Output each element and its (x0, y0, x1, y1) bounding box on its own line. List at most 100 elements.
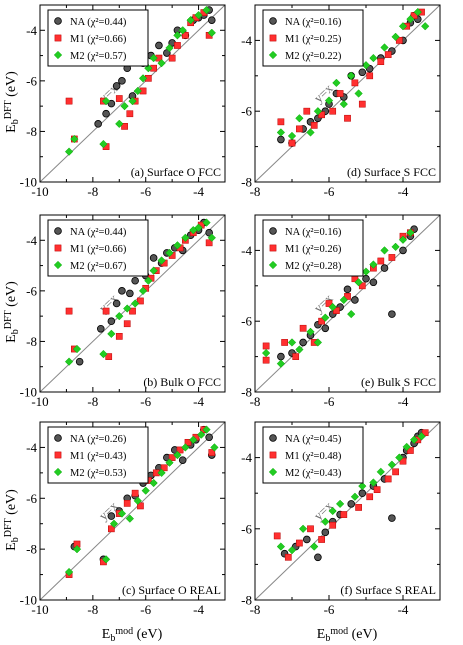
legend-label-m1: M1 (χ²=0.26) (285, 244, 342, 255)
data-point-m1 (388, 254, 396, 261)
data-point-m2 (133, 86, 142, 96)
data-point-m2 (295, 345, 304, 354)
data-point-na (277, 352, 285, 361)
data-point-na (277, 135, 285, 144)
legend: NA (χ²=0.16) M1 (χ²=0.26) M2 (χ²=0.28) (262, 219, 364, 277)
data-point-m2 (165, 248, 174, 258)
data-point-m1 (407, 447, 414, 454)
data-point-m2 (313, 107, 323, 116)
data-point-m2 (398, 235, 408, 244)
legend-marker-m2 (268, 260, 278, 270)
data-point-m2 (202, 218, 211, 227)
data-point-m2 (298, 524, 308, 533)
data-point-m1 (65, 307, 73, 315)
x-tick-label: -4 (398, 394, 409, 409)
data-point-m1 (366, 72, 374, 80)
legend-label-m1: M1 (χ²=0.66) (70, 244, 127, 255)
data-point-m2 (339, 295, 348, 305)
data-point-m2 (380, 246, 389, 255)
data-point-m2 (186, 16, 195, 25)
data-point-m1 (137, 502, 144, 510)
data-point-m1 (358, 100, 366, 108)
data-point-m1 (284, 553, 292, 561)
data-point-m2 (202, 5, 211, 15)
y-tick-label: -4 (241, 33, 252, 48)
data-point-m2 (128, 96, 137, 106)
panel-1: y=x-10 -8 -6 -4-10-8-6-4NA (χ²=0.44)M1 (χ²=… (20, 4, 226, 199)
data-point-m2 (395, 453, 404, 462)
legend-label-m2: M2 (χ²=0.28) (285, 261, 342, 272)
x-tick-label: -6 (140, 184, 151, 199)
legend-label-m2: M2 (χ²=0.53) (70, 468, 127, 479)
data-point-m1 (340, 511, 348, 518)
data-point-m1 (299, 324, 307, 332)
data-point-m2 (369, 478, 378, 487)
data-point-m1 (373, 486, 381, 493)
data-point-m2 (157, 256, 166, 265)
panel-label: (c) Surface O REAL (122, 583, 221, 597)
legend-marker-m1 (269, 34, 277, 42)
data-point-m2 (276, 359, 286, 368)
legend-label-m2: M2 (χ²=0.43) (285, 468, 342, 479)
legend-marker-na (269, 17, 277, 25)
legend-marker-m1 (54, 244, 62, 252)
legend-label-na: NA (χ²=0.16) (285, 227, 342, 238)
legend-box (47, 426, 149, 484)
data-point-m2 (287, 338, 297, 347)
x-axis-title-left: Ebmod (eV) (102, 626, 163, 645)
legend-label-m2: M2 (χ²=0.57) (70, 51, 127, 62)
data-point-m2 (210, 443, 219, 452)
data-point-m1 (351, 79, 359, 87)
data-point-m2 (332, 78, 341, 88)
data-point-m1 (392, 468, 399, 476)
data-point-m2 (115, 119, 124, 128)
data-point-m2 (173, 241, 182, 250)
data-point-m2 (149, 478, 158, 488)
x-tick-label: -4 (193, 184, 204, 199)
data-point-m2 (391, 242, 400, 252)
data-point-m1 (303, 107, 311, 115)
data-point-m1 (288, 139, 296, 147)
legend-marker-m2 (53, 50, 63, 60)
data-point-m2 (391, 32, 400, 42)
data-point-m2 (181, 233, 190, 242)
legend-marker-m2 (53, 467, 63, 477)
data-point-m1 (184, 438, 192, 446)
data-point-m1 (336, 90, 344, 97)
legend-marker-m2 (53, 260, 63, 270)
data-point-m2 (107, 329, 116, 338)
data-point-m2 (358, 481, 367, 491)
data-point-m1 (421, 429, 429, 437)
data-point-na (155, 41, 163, 50)
panels: y=x -10 -8 -6 -4 -10 -8 -6 -4 NA (χ²=0.44) M1 (χ²=… (20, 4, 441, 617)
data-point-m1 (129, 307, 136, 315)
data-point-na (205, 433, 213, 442)
data-point-na (96, 324, 105, 333)
data-point-m2 (173, 31, 182, 40)
panel-3: y=x-10 -8 -6 -4-10-8-6-4NA (χ²=0.44)M1 (χ²=… (20, 214, 226, 409)
y-tick-label: -6 (26, 283, 37, 298)
data-point-na (163, 49, 171, 57)
data-point-m2 (207, 233, 216, 242)
data-point-na (321, 324, 330, 333)
data-point-m2 (115, 311, 124, 321)
y-axis-title-row3: EbDFT (eV) (3, 489, 22, 551)
data-point-na (351, 296, 359, 304)
data-point-na (205, 228, 213, 237)
data-point-m2 (149, 266, 158, 275)
legend: NA (χ²=0.26) M1 (χ²=0.43) M2 (χ²=0.53) (47, 426, 149, 484)
data-point-na (399, 246, 407, 255)
y-tick-label: -4 (26, 23, 37, 38)
data-point-m1 (137, 297, 144, 305)
data-point-m1 (105, 353, 113, 360)
data-point-na (299, 338, 307, 347)
y-axis-title-row1: EbDFT (eV) (3, 71, 22, 133)
data-point-na (343, 285, 352, 294)
data-point-m1 (296, 539, 303, 547)
legend-box (47, 219, 149, 277)
data-point-na (126, 289, 134, 298)
plot-frame (39, 421, 226, 601)
data-point-m2 (287, 546, 297, 555)
data-point-m1 (123, 320, 131, 328)
data-point-na (178, 456, 187, 464)
